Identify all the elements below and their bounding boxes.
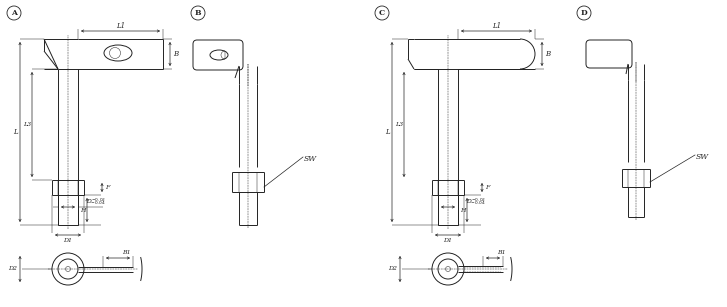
Text: L3: L3 [395,122,403,127]
Text: L: L [385,128,390,136]
Text: SW: SW [696,153,709,161]
Text: B: B [195,9,201,17]
Text: D2: D2 [388,266,398,271]
Text: L3: L3 [23,122,31,127]
Text: A: A [11,9,17,17]
Text: L1: L1 [492,22,501,30]
Text: L: L [12,128,17,136]
Text: F: F [485,185,489,190]
Text: D: D [581,9,587,17]
Text: D2: D2 [9,266,17,271]
Text: $D^{-0.02}_{-0.04}$: $D^{-0.02}_{-0.04}$ [86,196,106,208]
Text: L1: L1 [116,22,125,30]
Text: B: B [545,50,550,58]
Text: $D^{-0.02}_{-0.04}$: $D^{-0.02}_{-0.04}$ [466,196,486,208]
Text: B1: B1 [497,251,505,255]
Text: H: H [460,208,466,212]
Text: F: F [105,185,109,190]
Text: D1: D1 [63,238,73,243]
Text: B1: B1 [121,251,130,255]
Text: H: H [80,208,86,212]
Text: B: B [174,50,179,58]
Text: D1: D1 [443,238,452,243]
Text: SW: SW [303,155,316,163]
Text: C: C [379,9,385,17]
